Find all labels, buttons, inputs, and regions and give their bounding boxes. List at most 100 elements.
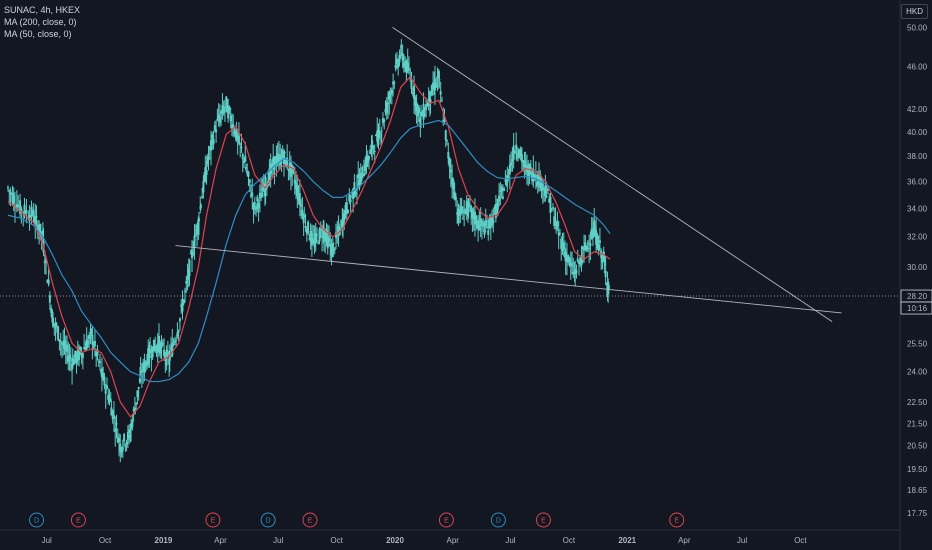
candle-body — [523, 160, 526, 168]
candle-body — [392, 81, 395, 85]
y-tick-label: 18.65 — [907, 486, 928, 495]
candle-body — [579, 257, 582, 263]
legend-ma50[interactable]: MA (50, close, 0) — [4, 29, 72, 39]
candle-body — [279, 154, 282, 166]
trendline-lower[interactable] — [175, 245, 842, 314]
candle-body — [376, 130, 379, 142]
candle-body — [86, 340, 89, 345]
candle-body — [192, 252, 195, 255]
candle-body — [330, 243, 333, 256]
candle-body — [221, 105, 224, 114]
candle-body — [123, 434, 126, 441]
candle-body — [333, 248, 336, 251]
candle-body — [307, 221, 310, 233]
time-axis[interactable]: Jul Oct 2019 Apr Jul Oct 2020 Apr Jul Oct 2021 Apr J… — [42, 536, 808, 545]
candle-body — [95, 351, 98, 357]
candle-body — [596, 235, 599, 249]
x-tick-label: Oct — [563, 536, 576, 545]
earnings-marker[interactable] — [438, 512, 454, 528]
candle-body — [235, 128, 238, 140]
candle-body — [400, 46, 403, 48]
candle-body — [286, 157, 289, 168]
candle-body — [289, 162, 292, 177]
candle-body — [281, 150, 284, 158]
candle-body — [539, 174, 542, 185]
candle-body — [558, 232, 561, 234]
x-tick-label: 2019 — [155, 536, 173, 545]
dividend-marker[interactable] — [260, 512, 276, 528]
candle-body — [606, 282, 609, 289]
candle-body — [43, 261, 46, 264]
candle-body — [426, 104, 429, 107]
candle-body — [312, 238, 315, 241]
candle-body — [203, 175, 206, 179]
candle-body — [380, 130, 383, 132]
candle-body — [175, 339, 178, 341]
candle-body — [240, 147, 243, 149]
candle-body — [532, 169, 535, 182]
candle-body — [404, 63, 407, 68]
y-tick-label: 36.00 — [907, 177, 928, 186]
candle-body — [25, 210, 28, 214]
candle-body — [531, 172, 534, 181]
candle-body — [491, 216, 494, 226]
candle-body — [205, 169, 208, 175]
candle-body — [433, 79, 436, 91]
candle-body — [264, 177, 267, 190]
candle-body — [347, 209, 350, 214]
candle-body — [501, 196, 504, 199]
y-tick-label: 25.50 — [907, 339, 928, 348]
candle-body — [475, 215, 478, 225]
candle-body — [486, 227, 489, 229]
candle-body — [401, 53, 404, 61]
candle-body — [261, 192, 264, 198]
trendline-upper[interactable] — [392, 26, 833, 323]
candle-body — [567, 255, 570, 263]
candle-body — [131, 420, 134, 428]
candle-body — [196, 224, 199, 235]
candle-body — [121, 446, 124, 451]
candle-body — [425, 104, 428, 111]
candle-body — [344, 204, 347, 215]
last-price-layer: 28.20 10:16 — [0, 289, 932, 315]
candle-body — [7, 187, 9, 189]
dividend-marker[interactable] — [490, 512, 506, 528]
x-tick-label: Apr — [214, 536, 227, 545]
candle-body — [84, 347, 87, 351]
earnings-marker[interactable] — [70, 512, 86, 528]
candle-body — [89, 329, 92, 331]
legend-ma200[interactable]: MA (200, close, 0) — [4, 17, 77, 27]
candle-body — [328, 238, 331, 243]
y-tick-label: 22.50 — [907, 398, 928, 407]
candle-body — [515, 144, 518, 150]
candle-body — [430, 84, 433, 96]
legend-symbol[interactable]: SUNAC, 4h, HKEX — [4, 5, 81, 15]
candle-body — [507, 173, 510, 175]
candle-body — [415, 102, 418, 112]
dividend-marker[interactable] — [29, 512, 45, 528]
candle-body — [586, 242, 589, 245]
candle-body — [473, 211, 476, 225]
candle-body — [528, 164, 531, 177]
earnings-marker[interactable] — [535, 512, 551, 528]
candle-body — [496, 202, 499, 211]
candle-body — [416, 105, 419, 117]
candle-body — [118, 437, 121, 443]
candle-body — [367, 156, 370, 160]
earnings-marker[interactable] — [302, 512, 318, 528]
price-axis[interactable]: 50.00 46.00 42.00 40.00 38.00 36.00 34.00 32.00… — [907, 23, 928, 518]
candle-body — [556, 221, 559, 227]
candle-body — [232, 124, 235, 130]
currency-badge[interactable]: HKD — [901, 4, 928, 19]
earnings-marker[interactable] — [205, 512, 221, 528]
x-tick-label: Apr — [447, 536, 460, 545]
candle-body — [51, 311, 54, 323]
candle-body — [358, 180, 361, 188]
candle-body — [8, 190, 11, 192]
candle-body — [446, 140, 449, 142]
candle-body — [418, 107, 421, 113]
earnings-marker[interactable] — [669, 512, 685, 528]
candle-body — [460, 206, 463, 213]
candle-body — [517, 155, 520, 158]
